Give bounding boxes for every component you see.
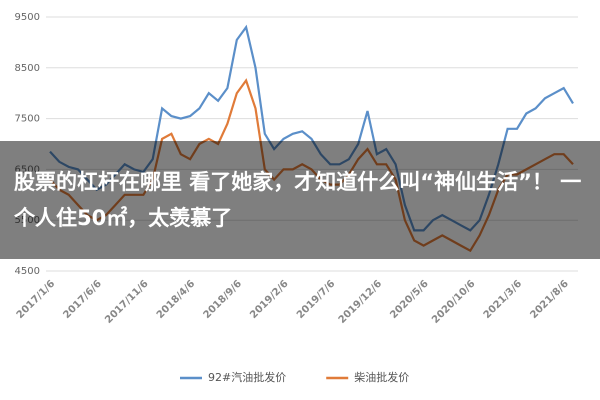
legend-label: 柴油批发价 bbox=[354, 370, 409, 384]
x-tick-label: 2020/5/6 bbox=[388, 278, 430, 320]
headline-banner: 股票的杠杆在哪里 看了她家，才知道什么叫“神仙生活”！ 一个人住50㎡，太羡慕了 bbox=[0, 141, 600, 259]
y-tick-label: 4500 bbox=[15, 266, 40, 277]
y-tick-label: 8500 bbox=[15, 63, 40, 74]
x-tick-label: 2019/7/6 bbox=[295, 278, 337, 320]
x-tick-label: 2017/1/6 bbox=[15, 278, 57, 320]
y-tick-label: 7500 bbox=[15, 114, 40, 125]
y-tick-label: 9500 bbox=[15, 12, 40, 23]
x-tick-label: 2018/4/6 bbox=[155, 278, 197, 320]
x-tick-label: 2021/3/6 bbox=[482, 278, 524, 320]
x-tick-label: 2018/9/6 bbox=[202, 278, 244, 320]
x-tick-label: 2021/8/6 bbox=[528, 278, 570, 320]
x-tick-label: 2020/10/6 bbox=[430, 278, 477, 325]
x-tick-label: 2017/6/6 bbox=[61, 278, 103, 320]
x-tick-label: 2017/11/6 bbox=[103, 278, 150, 325]
x-tick-label: 2019/2/6 bbox=[248, 278, 290, 320]
x-tick-label: 2019/12/6 bbox=[337, 278, 384, 325]
legend-label: 92#汽油批发价 bbox=[208, 370, 286, 384]
